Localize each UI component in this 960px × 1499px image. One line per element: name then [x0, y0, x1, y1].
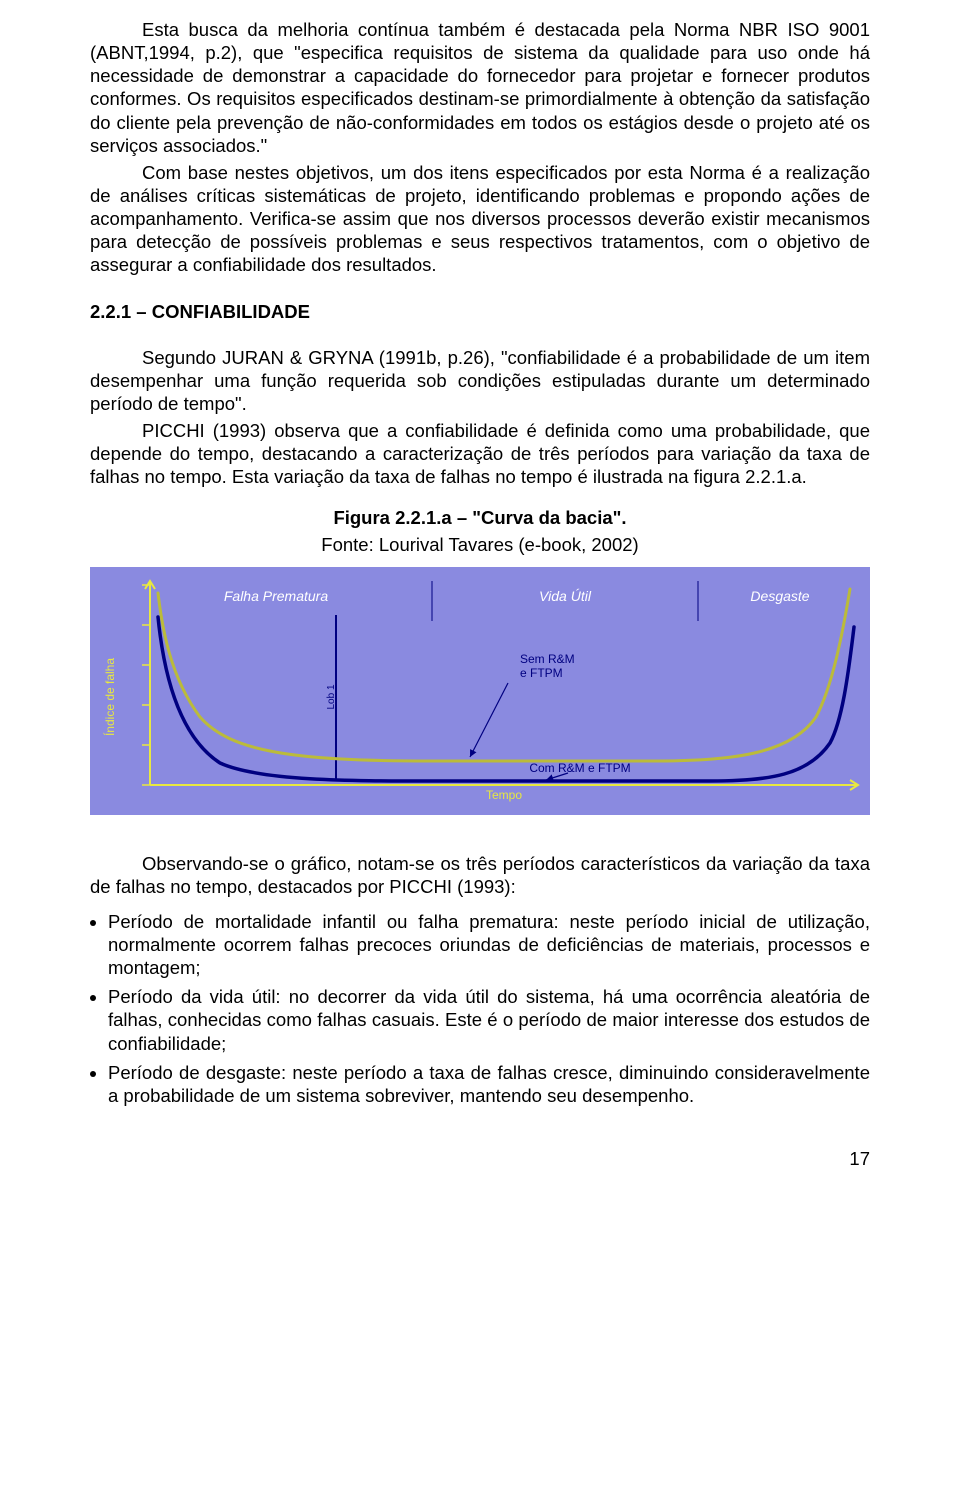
list-item: Período da vida útil: no decorrer da vid…	[108, 985, 870, 1054]
svg-text:Falha Prematura: Falha Prematura	[224, 588, 328, 604]
svg-text:Vida Útil: Vida Útil	[539, 588, 592, 604]
svg-text:e FTPM: e FTPM	[520, 666, 563, 680]
svg-text:Com R&M e FTPM: Com R&M e FTPM	[529, 761, 630, 775]
bullet-list: Período de mortalidade infantil ou falha…	[90, 910, 870, 1107]
paragraph-2: Com base nestes objetivos, um dos itens …	[90, 161, 870, 277]
svg-text:Tempo: Tempo	[486, 788, 522, 802]
figure-source: Fonte: Lourival Tavares (e-book, 2002)	[90, 533, 870, 556]
svg-text:Sem R&M: Sem R&M	[520, 652, 575, 666]
svg-text:Índice de falha: Índice de falha	[102, 657, 117, 735]
paragraph-1: Esta busca da melhoria contínua também é…	[90, 18, 870, 157]
list-item: Período de desgaste: neste período a tax…	[108, 1061, 870, 1107]
bathtub-curve-chart: Falha Prematura Vida Útil Desgaste Índice d…	[90, 567, 870, 820]
paragraph-3: Segundo JURAN & GRYNA (1991b, p.26), "co…	[90, 346, 870, 415]
svg-text:Lob 1: Lob 1	[326, 684, 337, 709]
paragraph-4: PICCHI (1993) observa que a confiabilida…	[90, 419, 870, 488]
svg-text:Desgaste: Desgaste	[750, 588, 809, 604]
paragraph-5: Observando-se o gráfico, notam-se os trê…	[90, 852, 870, 898]
section-heading: 2.2.1 – CONFIABILIDADE	[90, 300, 870, 323]
page-number: 17	[90, 1147, 870, 1170]
list-item: Período de mortalidade infantil ou falha…	[108, 910, 870, 979]
figure-caption: Figura 2.2.1.a – "Curva da bacia".	[90, 506, 870, 529]
